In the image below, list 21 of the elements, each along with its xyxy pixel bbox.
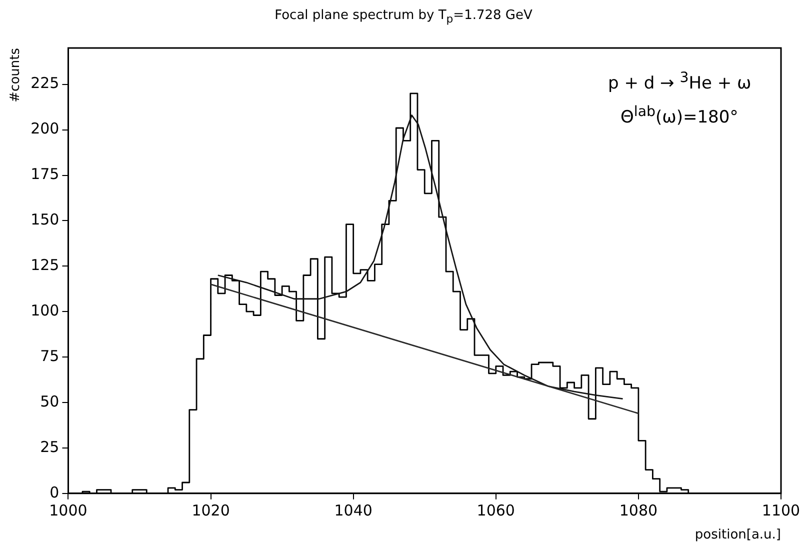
x-tick-label: 1020: [192, 501, 230, 520]
y-tick-label: 50: [40, 392, 60, 410]
y-tick-label: 25: [40, 438, 60, 456]
x-tick-label: 1100: [762, 501, 800, 520]
annotation: Θ$^{lab}$(ω)=180°: [620, 104, 738, 128]
x-tick-label: 1060: [476, 501, 515, 520]
y-tick-label: 225: [30, 74, 60, 92]
y-tick-label: 150: [30, 210, 60, 229]
y-tick-label: 175: [30, 165, 60, 184]
y-tick-label: 0: [50, 483, 60, 502]
y-tick-label: 75: [40, 346, 60, 365]
chart-title: Focal plane spectrum by T$_{p}$=1.728 GeV: [274, 8, 534, 26]
y-axis-title: #counts: [8, 48, 24, 102]
x-tick-label: 1040: [334, 501, 372, 520]
y-tick-label: 125: [30, 256, 60, 274]
y-tick-label: 100: [30, 301, 60, 320]
y-tick-label: 200: [30, 120, 60, 138]
x-axis-title: position[a.u.]: [694, 528, 781, 543]
x-tick-label: 1080: [619, 501, 658, 520]
annotation: p + d → $^{3}$He + ω: [608, 70, 752, 94]
x-tick-label: 1000: [49, 501, 88, 520]
